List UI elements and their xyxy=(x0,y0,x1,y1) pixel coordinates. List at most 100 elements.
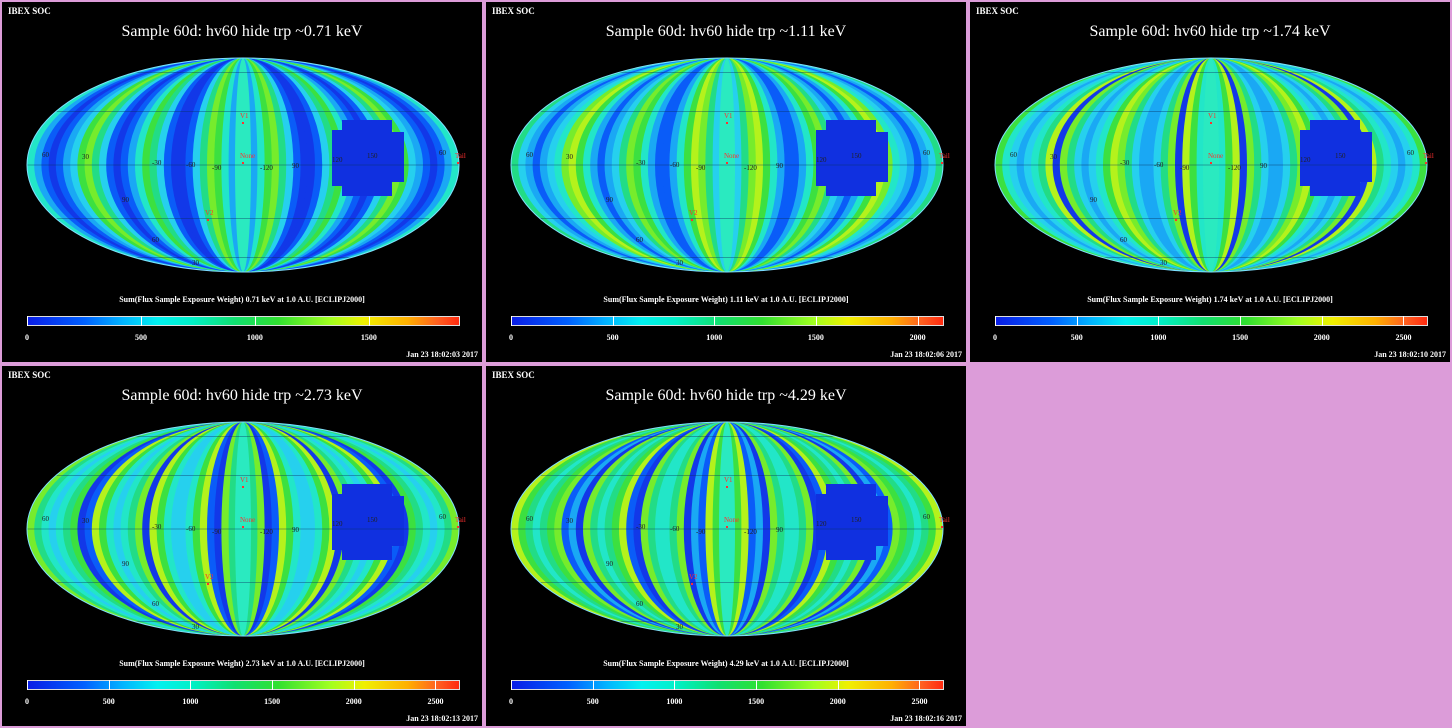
grid-number: 30 xyxy=(1160,259,1168,267)
colorbar-tick-mark xyxy=(368,316,370,326)
grid-number: 30 xyxy=(676,623,684,631)
low-flux-region xyxy=(816,494,826,550)
grid-number: 60 xyxy=(923,513,931,521)
nose-marker-label: None xyxy=(724,516,739,524)
grid-number: -30 xyxy=(636,523,646,531)
colorbar-tick-label: 1500 xyxy=(807,333,824,342)
nose-marker-label: None xyxy=(240,152,255,160)
grid-number: 60 xyxy=(42,515,50,523)
map-outline xyxy=(510,57,944,273)
colorbar-tick-label: 500 xyxy=(606,333,619,342)
colorbar-tick-label: 0 xyxy=(25,697,29,706)
grid-number: 90 xyxy=(606,196,614,204)
colorbar-tick-mark xyxy=(1240,316,1242,326)
grid-number: 150 xyxy=(851,516,862,524)
low-flux-region xyxy=(826,120,876,196)
sky-map-panel-1.11kev: IBEX SOC Sample 60d: hv60 hide trp ~1.11… xyxy=(486,2,966,362)
map-stripes xyxy=(27,422,459,636)
timestamp: Jan 23 18:02:10 2017 xyxy=(1374,350,1446,359)
colorbar-tick-mark xyxy=(140,316,142,326)
grid-number: 90 xyxy=(292,162,300,170)
low-flux-region xyxy=(332,494,342,550)
grid-number: 120 xyxy=(816,156,827,164)
grid-number: -30 xyxy=(152,523,162,531)
timestamp: Jan 23 18:02:16 2017 xyxy=(890,714,962,723)
grid-number: -60 xyxy=(670,161,680,169)
grid-number: 150 xyxy=(1335,152,1346,160)
grid-number: 150 xyxy=(367,516,378,524)
grid-number: 90 xyxy=(1260,162,1268,170)
grid-number: -90 xyxy=(696,164,706,172)
colorbar-tick-mark xyxy=(108,680,110,690)
colorbar-tick-mark xyxy=(254,316,256,326)
v1-marker xyxy=(726,486,728,488)
colorbar-tick-mark xyxy=(612,316,614,326)
v1-marker-label: V1 xyxy=(240,112,249,120)
panel-header: IBEX SOC xyxy=(492,6,535,16)
colorbar-tick-label: 500 xyxy=(586,697,599,706)
colorbar-tick-label: 1000 xyxy=(666,697,683,706)
colorbar-tick-label: 1000 xyxy=(182,697,199,706)
grid-number: 90 xyxy=(776,162,784,170)
v2-marker-label: V2 xyxy=(205,573,214,581)
grid-number: -120 xyxy=(744,164,757,172)
grid-number: 60 xyxy=(636,600,644,608)
colorbar-tick-mark xyxy=(714,316,716,326)
v2-marker-label: V2 xyxy=(1173,209,1182,217)
v1-marker xyxy=(242,122,244,124)
colorbar-label: Sum(Flux Sample Exposure Weight) 1.74 ke… xyxy=(1087,295,1333,304)
timestamp: Jan 23 18:02:13 2017 xyxy=(406,714,478,723)
grid-number: 60 xyxy=(636,236,644,244)
colorbar-tick-mark xyxy=(756,680,758,690)
grid-number: -90 xyxy=(212,528,222,536)
nose-marker-label: None xyxy=(1208,152,1223,160)
sky-map-panel-4.29kev: IBEX SOC Sample 60d: hv60 hide trp ~4.29… xyxy=(486,366,966,726)
colorbar xyxy=(27,680,460,690)
low-flux-region xyxy=(332,130,342,186)
colorbar-label: Sum(Flux Sample Exposure Weight) 1.11 ke… xyxy=(603,295,849,304)
colorbar-tick-mark xyxy=(511,316,512,326)
colorbar-tick-label: 1000 xyxy=(1150,333,1167,342)
colorbar-tick-label: 0 xyxy=(25,333,29,342)
grid-number: 30 xyxy=(82,153,90,161)
colorbar xyxy=(27,316,460,326)
map-outline xyxy=(26,421,460,637)
colorbar-tick-mark xyxy=(592,680,594,690)
grid-number: 60 xyxy=(439,149,447,157)
grid-number: 120 xyxy=(332,156,343,164)
timestamp: Jan 23 18:02:06 2017 xyxy=(890,350,962,359)
colorbar-tick-label: 2500 xyxy=(1395,333,1412,342)
grid-number: 90 xyxy=(776,526,784,534)
colorbar-tick-label: 2000 xyxy=(909,333,926,342)
grid-number: 30 xyxy=(192,259,200,267)
panel-header: IBEX SOC xyxy=(492,370,535,380)
grid-number: 60 xyxy=(526,515,534,523)
grid-number: 90 xyxy=(122,560,130,568)
map-outline xyxy=(994,57,1428,273)
sky-map-panel-2.73kev: IBEX SOC Sample 60d: hv60 hide trp ~2.73… xyxy=(2,366,482,726)
grid-number: 150 xyxy=(851,152,862,160)
v1-marker-label: V1 xyxy=(724,112,733,120)
grid-number: -90 xyxy=(1180,164,1190,172)
low-flux-region xyxy=(1300,130,1310,186)
mollweide-sky-map: 60 30 -30 -60 -90 -120 90 120 150 60 90 60 30 V1 None V… xyxy=(994,57,1434,273)
v2-marker xyxy=(207,219,209,221)
colorbar-tick-mark xyxy=(190,680,192,690)
colorbar-tick-mark xyxy=(815,316,817,326)
colorbar-tick-label: 1500 xyxy=(1232,333,1249,342)
colorbar-tick-mark xyxy=(353,680,355,690)
colorbar-tick-label: 0 xyxy=(509,333,513,342)
grid-number: -60 xyxy=(186,161,196,169)
low-flux-region xyxy=(876,132,888,182)
low-flux-region xyxy=(816,130,826,186)
grid-number: 30 xyxy=(566,153,574,161)
colorbar-tick-label: 1500 xyxy=(748,697,765,706)
mollweide-sky-map: 60 30 -30 -60 -90 -120 90 120 150 60 90 60 30 V1 None V… xyxy=(26,57,466,273)
grid-number: 30 xyxy=(676,259,684,267)
grid-number: 120 xyxy=(1300,156,1311,164)
nose-marker xyxy=(726,526,728,528)
colorbar-label: Sum(Flux Sample Exposure Weight) 4.29 ke… xyxy=(603,659,849,668)
grid-number: -30 xyxy=(1120,159,1130,167)
mollweide-sky-map: 60 30 -30 -60 -90 -120 90 120 150 60 90 60 30 V1 None V… xyxy=(26,421,466,637)
panel-title: Sample 60d: hv60 hide trp ~2.73 keV xyxy=(121,387,363,404)
